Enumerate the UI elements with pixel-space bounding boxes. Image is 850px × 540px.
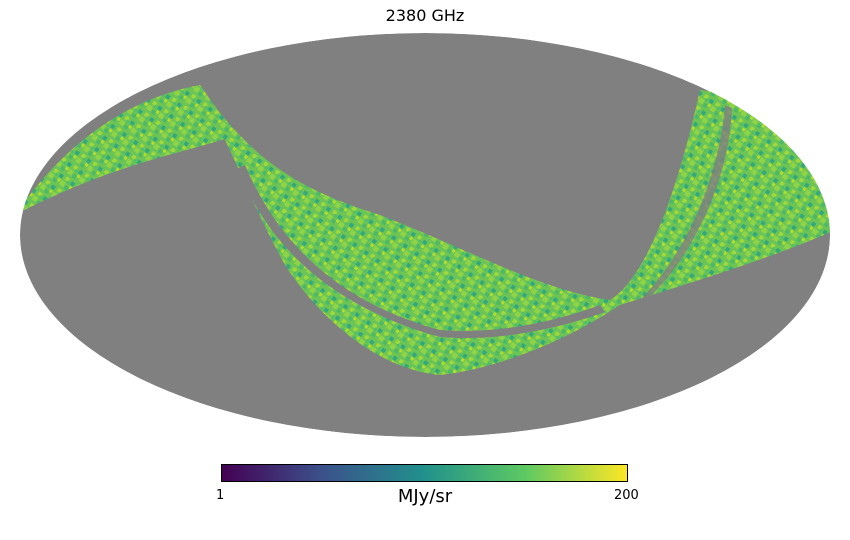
colorbar bbox=[221, 464, 628, 482]
colorbar-unit-label: MJy/sr bbox=[0, 486, 850, 507]
